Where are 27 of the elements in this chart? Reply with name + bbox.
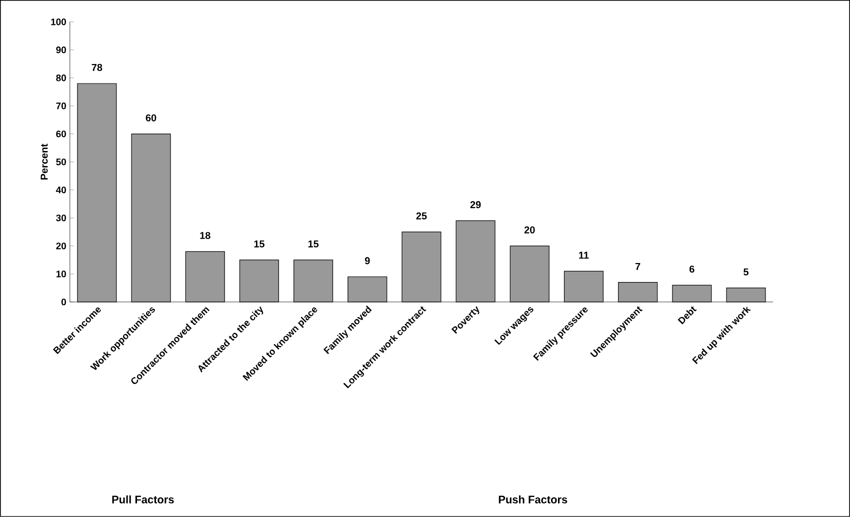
y-tick-label: 10 bbox=[56, 270, 66, 278]
data-label: 15 bbox=[254, 240, 264, 248]
data-label: 11 bbox=[579, 252, 589, 259]
y-tick-label: 0 bbox=[61, 298, 66, 306]
text: Push Factors bbox=[498, 495, 568, 504]
data-label: 5 bbox=[744, 268, 749, 276]
data-label: 60 bbox=[146, 114, 156, 122]
y-axis-title: Percent bbox=[40, 144, 48, 180]
y-tick-label: 100 bbox=[51, 18, 66, 26]
y-tick-label: 40 bbox=[56, 186, 66, 194]
y-tick-label: 20 bbox=[56, 242, 66, 250]
data-label: 29 bbox=[470, 201, 481, 208]
y-tick-label: 30 bbox=[56, 214, 66, 222]
data-label: 15 bbox=[308, 240, 319, 248]
data-label: 78 bbox=[92, 64, 102, 72]
data-label: 25 bbox=[416, 212, 427, 220]
y-tick-label: 70 bbox=[56, 102, 66, 110]
y-tick-label: 90 bbox=[56, 46, 66, 54]
text: Pull Factors bbox=[112, 495, 174, 504]
data-label: 20 bbox=[524, 226, 535, 234]
data-label: 18 bbox=[200, 232, 210, 240]
y-tick-label: 80 bbox=[56, 74, 66, 82]
y-tick-label: 50 bbox=[56, 158, 66, 166]
data-label: 9 bbox=[364, 257, 370, 264]
y-tick-label: 60 bbox=[56, 130, 66, 138]
data-label: 7 bbox=[635, 263, 640, 270]
data-label: 6 bbox=[690, 266, 694, 273]
